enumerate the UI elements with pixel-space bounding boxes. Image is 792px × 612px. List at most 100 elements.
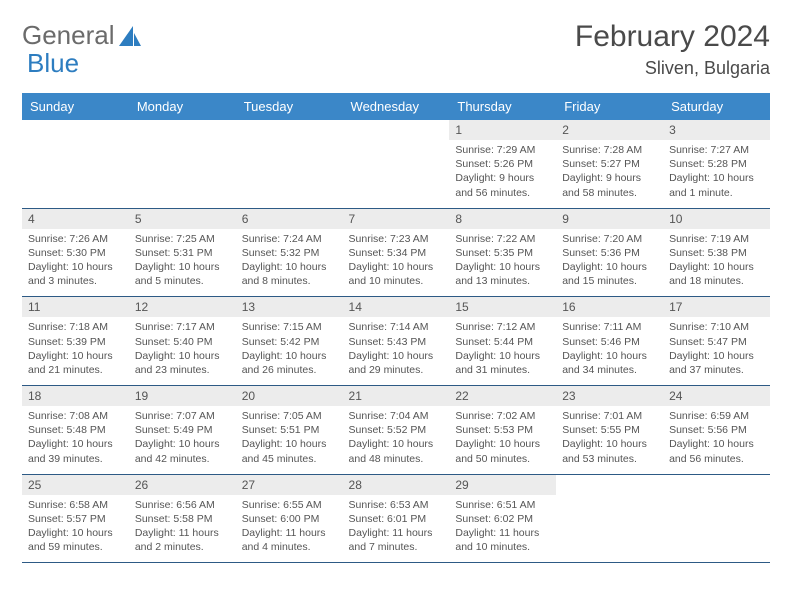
- sunrise-text: Sunrise: 7:18 AM: [28, 320, 123, 334]
- day-data: Sunrise: 7:04 AMSunset: 5:52 PMDaylight:…: [343, 406, 450, 474]
- day-data: Sunrise: 7:07 AMSunset: 5:49 PMDaylight:…: [129, 406, 236, 474]
- calendar-cell: [129, 120, 236, 208]
- calendar-table: Sunday Monday Tuesday Wednesday Thursday…: [22, 93, 770, 563]
- day-data: [236, 140, 343, 202]
- calendar-cell: 1Sunrise: 7:29 AMSunset: 5:26 PMDaylight…: [449, 120, 556, 208]
- sunrise-text: Sunrise: 7:01 AM: [562, 409, 657, 423]
- calendar-week: 4Sunrise: 7:26 AMSunset: 5:30 PMDaylight…: [22, 208, 770, 297]
- sunset-text: Sunset: 5:31 PM: [135, 246, 230, 260]
- sunrise-text: Sunrise: 6:53 AM: [349, 498, 444, 512]
- day-data: Sunrise: 6:58 AMSunset: 5:57 PMDaylight:…: [22, 495, 129, 563]
- daylight-text: Daylight: 10 hours and 26 minutes.: [242, 349, 337, 377]
- day-data: [343, 140, 450, 202]
- daylight-text: Daylight: 9 hours and 58 minutes.: [562, 171, 657, 199]
- sunset-text: Sunset: 5:30 PM: [28, 246, 123, 260]
- daylight-text: Daylight: 11 hours and 7 minutes.: [349, 526, 444, 554]
- day-data: Sunrise: 6:56 AMSunset: 5:58 PMDaylight:…: [129, 495, 236, 563]
- calendar-cell: 17Sunrise: 7:10 AMSunset: 5:47 PMDayligh…: [663, 297, 770, 386]
- calendar-cell: 20Sunrise: 7:05 AMSunset: 5:51 PMDayligh…: [236, 386, 343, 475]
- day-data: Sunrise: 7:20 AMSunset: 5:36 PMDaylight:…: [556, 229, 663, 297]
- day-data: Sunrise: 7:25 AMSunset: 5:31 PMDaylight:…: [129, 229, 236, 297]
- day-number: 15: [449, 297, 556, 317]
- dow-sunday: Sunday: [22, 93, 129, 120]
- calendar-cell: 8Sunrise: 7:22 AMSunset: 5:35 PMDaylight…: [449, 208, 556, 297]
- day-data: [129, 140, 236, 202]
- day-number: 4: [22, 209, 129, 229]
- calendar-week: 1Sunrise: 7:29 AMSunset: 5:26 PMDaylight…: [22, 120, 770, 208]
- sunrise-text: Sunrise: 7:28 AM: [562, 143, 657, 157]
- sunrise-text: Sunrise: 7:11 AM: [562, 320, 657, 334]
- daylight-text: Daylight: 10 hours and 15 minutes.: [562, 260, 657, 288]
- sunrise-text: Sunrise: 7:15 AM: [242, 320, 337, 334]
- daylight-text: Daylight: 10 hours and 18 minutes.: [669, 260, 764, 288]
- sunset-text: Sunset: 6:00 PM: [242, 512, 337, 526]
- sunset-text: Sunset: 6:02 PM: [455, 512, 550, 526]
- sunrise-text: Sunrise: 6:55 AM: [242, 498, 337, 512]
- day-data: Sunrise: 6:55 AMSunset: 6:00 PMDaylight:…: [236, 495, 343, 563]
- sunrise-text: Sunrise: 7:02 AM: [455, 409, 550, 423]
- calendar-cell: 28 Sunrise: 6:53 AMSunset: 6:01 PMDayligh…: [343, 474, 450, 563]
- sunset-text: Sunset: 5:53 PM: [455, 423, 550, 437]
- sunset-text: Sunset: 5:32 PM: [242, 246, 337, 260]
- calendar-cell: 18Sunrise: 7:08 AMSunset: 5:48 PMDayligh…: [22, 386, 129, 475]
- calendar-week: 11Sunrise: 7:18 AMSunset: 5:39 PMDayligh…: [22, 297, 770, 386]
- sunrise-text: Sunrise: 7:24 AM: [242, 232, 337, 246]
- daylight-text: Daylight: 11 hours and 4 minutes.: [242, 526, 337, 554]
- sunrise-text: Sunrise: 7:12 AM: [455, 320, 550, 334]
- day-data: Sunrise: 7:26 AMSunset: 5:30 PMDaylight:…: [22, 229, 129, 297]
- day-number: 28: [343, 475, 450, 495]
- day-data: [556, 495, 663, 557]
- day-data: Sunrise: 7:17 AMSunset: 5:40 PMDaylight:…: [129, 317, 236, 385]
- day-number: 12: [129, 297, 236, 317]
- sunset-text: Sunset: 5:36 PM: [562, 246, 657, 260]
- daylight-text: Daylight: 10 hours and 45 minutes.: [242, 437, 337, 465]
- calendar-cell: 16Sunrise: 7:11 AMSunset: 5:46 PMDayligh…: [556, 297, 663, 386]
- daylight-text: Daylight: 10 hours and 5 minutes.: [135, 260, 230, 288]
- day-number: 13: [236, 297, 343, 317]
- day-data: Sunrise: 7:05 AMSunset: 5:51 PMDaylight:…: [236, 406, 343, 474]
- day-number: 3: [663, 120, 770, 140]
- sunset-text: Sunset: 5:48 PM: [28, 423, 123, 437]
- day-number: 19: [129, 386, 236, 406]
- sunset-text: Sunset: 5:38 PM: [669, 246, 764, 260]
- daylight-text: Daylight: 10 hours and 59 minutes.: [28, 526, 123, 554]
- calendar-cell: 12Sunrise: 7:17 AMSunset: 5:40 PMDayligh…: [129, 297, 236, 386]
- daylight-text: Daylight: 10 hours and 53 minutes.: [562, 437, 657, 465]
- dow-saturday: Saturday: [663, 93, 770, 120]
- daylight-text: Daylight: 10 hours and 31 minutes.: [455, 349, 550, 377]
- calendar-cell: 13Sunrise: 7:15 AMSunset: 5:42 PMDayligh…: [236, 297, 343, 386]
- calendar-cell: 27Sunrise: 6:55 AMSunset: 6:00 PMDayligh…: [236, 474, 343, 563]
- daylight-text: Daylight: 10 hours and 8 minutes.: [242, 260, 337, 288]
- day-number: [129, 120, 236, 140]
- location: Sliven, Bulgaria: [575, 58, 770, 79]
- sunrise-text: Sunrise: 7:29 AM: [455, 143, 550, 157]
- day-data: Sunrise: 6:51 AMSunset: 6:02 PMDaylight:…: [449, 495, 556, 563]
- sunset-text: Sunset: 5:40 PM: [135, 335, 230, 349]
- daylight-text: Daylight: 10 hours and 39 minutes.: [28, 437, 123, 465]
- sunrise-text: Sunrise: 7:17 AM: [135, 320, 230, 334]
- logo: General: [22, 20, 143, 51]
- day-number: 21: [343, 386, 450, 406]
- day-number: [556, 475, 663, 495]
- day-data: Sunrise: 6:59 AMSunset: 5:56 PMDaylight:…: [663, 406, 770, 474]
- sunset-text: Sunset: 5:58 PM: [135, 512, 230, 526]
- calendar-cell: 19Sunrise: 7:07 AMSunset: 5:49 PMDayligh…: [129, 386, 236, 475]
- sunset-text: Sunset: 5:51 PM: [242, 423, 337, 437]
- day-data: Sunrise: 7:22 AMSunset: 5:35 PMDaylight:…: [449, 229, 556, 297]
- sunrise-text: Sunrise: 6:59 AM: [669, 409, 764, 423]
- daylight-text: Daylight: 10 hours and 23 minutes.: [135, 349, 230, 377]
- sunset-text: Sunset: 6:01 PM: [349, 512, 444, 526]
- sunset-text: Sunset: 5:47 PM: [669, 335, 764, 349]
- day-data: Sunrise: 7:24 AMSunset: 5:32 PMDaylight:…: [236, 229, 343, 297]
- day-number: 2: [556, 120, 663, 140]
- daylight-text: Daylight: 10 hours and 13 minutes.: [455, 260, 550, 288]
- sunset-text: Sunset: 5:26 PM: [455, 157, 550, 171]
- calendar-cell: [22, 120, 129, 208]
- daylight-text: Daylight: 11 hours and 10 minutes.: [455, 526, 550, 554]
- sunset-text: Sunset: 5:44 PM: [455, 335, 550, 349]
- calendar-cell: 23Sunrise: 7:01 AMSunset: 5:55 PMDayligh…: [556, 386, 663, 475]
- sunrise-text: Sunrise: 7:25 AM: [135, 232, 230, 246]
- day-number: 11: [22, 297, 129, 317]
- calendar-cell: 14Sunrise: 7:14 AMSunset: 5:43 PMDayligh…: [343, 297, 450, 386]
- day-data: Sunrise: 7:08 AMSunset: 5:48 PMDaylight:…: [22, 406, 129, 474]
